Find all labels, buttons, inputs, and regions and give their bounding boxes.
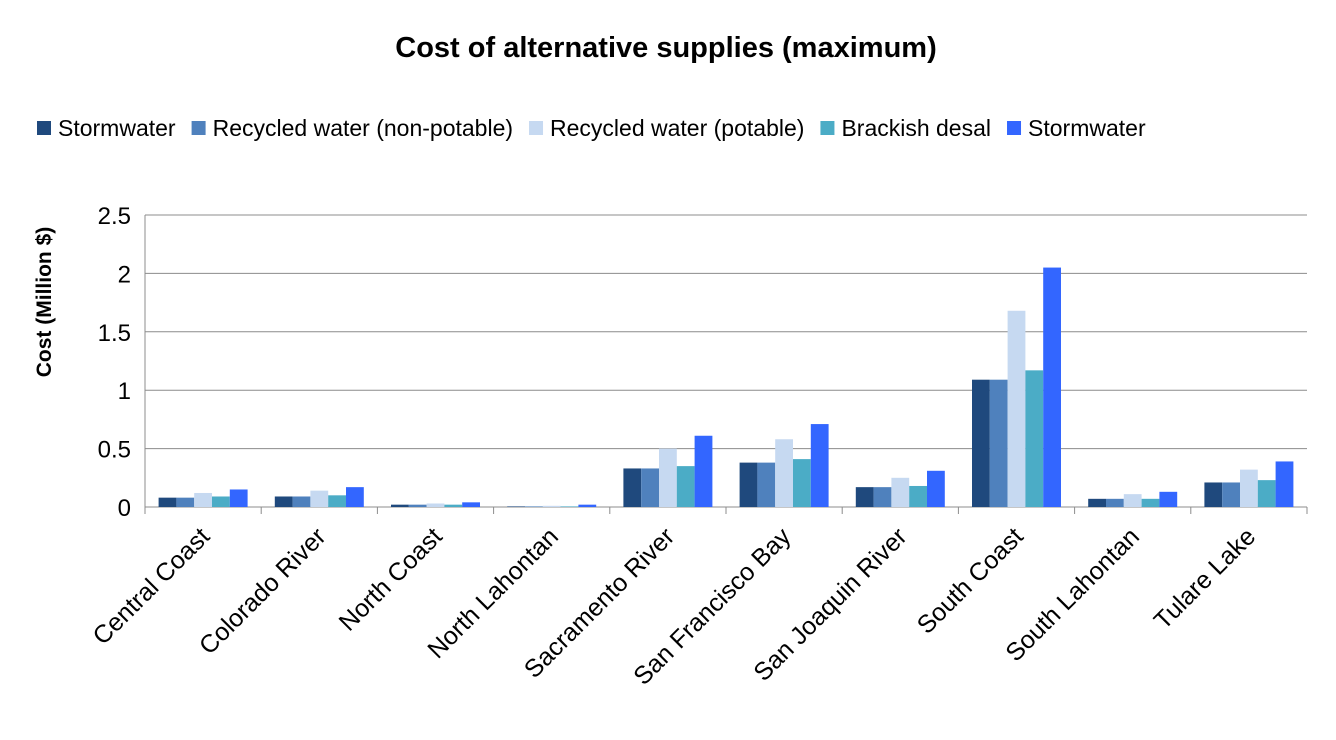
x-category-label: Central Coast — [87, 522, 215, 650]
y-tick-label: 2.5 — [98, 203, 131, 230]
bar-5 — [927, 470, 945, 507]
bar-4 — [1257, 480, 1276, 507]
legend-swatch — [191, 121, 206, 135]
bar-1 — [507, 506, 525, 507]
legend-label: Brackish desal — [841, 115, 991, 141]
legend-label: Stormwater — [58, 115, 176, 141]
x-category-label: North Coast — [334, 522, 448, 636]
bar-2 — [176, 497, 195, 507]
bar-2 — [989, 379, 1008, 507]
bar-1 — [855, 487, 874, 507]
bar-4 — [909, 485, 927, 507]
bar-5 — [346, 487, 364, 507]
bar-1 — [1088, 498, 1106, 507]
bar-1 — [623, 468, 642, 507]
chart-title: Cost of alternative supplies (maximum) — [395, 32, 936, 64]
bar-5 — [462, 502, 480, 507]
bar-4 — [212, 496, 230, 507]
bar-2 — [525, 506, 543, 507]
bar-4 — [1025, 370, 1044, 507]
y-tick-label: 0.5 — [98, 437, 131, 464]
bar-5 — [810, 424, 829, 507]
bar-3 — [1007, 310, 1026, 507]
y-axis-title: Cost (Million $) — [33, 227, 56, 378]
bar-2 — [292, 496, 311, 507]
bar-4 — [560, 506, 579, 507]
bar-5 — [1159, 491, 1178, 507]
gridlines — [144, 214, 1308, 514]
bar-5 — [1275, 461, 1294, 507]
y-tick-label: 0 — [118, 495, 131, 522]
bar-3 — [1240, 469, 1258, 507]
bar-2 — [641, 468, 659, 507]
bar-1 — [274, 496, 293, 507]
bar-3 — [891, 477, 910, 507]
bar-1 — [391, 504, 409, 507]
y-tick-label: 1.5 — [98, 320, 131, 347]
bar-3 — [542, 505, 561, 507]
y-axis-ticks: 0 0.5 1 1.5 2 2.5 — [98, 203, 131, 522]
legend-swatch — [37, 121, 51, 135]
bar-5 — [578, 504, 597, 507]
bar-3 — [659, 448, 677, 507]
bar-1 — [1204, 482, 1223, 507]
bar-3 — [1123, 494, 1142, 507]
bar-2 — [1222, 482, 1240, 507]
bar-2 — [408, 504, 427, 507]
bar-4 — [328, 495, 346, 507]
bar-2 — [1106, 498, 1124, 507]
bar-1 — [158, 497, 177, 507]
bar-3 — [775, 439, 793, 507]
bar-3 — [310, 490, 329, 507]
bar-5 — [229, 489, 248, 507]
legend-label: Recycled water (potable) — [550, 115, 804, 141]
bar-2 — [873, 487, 892, 507]
legend-swatch — [820, 121, 835, 135]
legend-swatch — [1007, 121, 1022, 135]
bar-3 — [194, 492, 212, 507]
legend-swatch — [529, 121, 544, 135]
x-category-label: Colorado River — [194, 522, 332, 660]
bar-5 — [1043, 267, 1061, 507]
y-tick-label: 2 — [118, 261, 131, 288]
x-category-label: South Coast — [912, 522, 1029, 639]
bar-1 — [972, 379, 990, 507]
bar-4 — [676, 466, 695, 507]
x-category-label: Tulare Lake — [1149, 522, 1261, 634]
legend-label: Recycled water (non-potable) — [213, 115, 513, 141]
legend: Stormwater Recycled water (non-potable) Re… — [37, 115, 1146, 141]
bar-3 — [426, 503, 445, 507]
bar-5 — [694, 435, 713, 507]
y-tick-label: 1 — [118, 378, 131, 405]
bar-4 — [444, 504, 463, 507]
bar-4 — [1141, 498, 1160, 507]
bar-2 — [757, 462, 776, 507]
bar-1 — [739, 462, 758, 507]
bar-4 — [793, 459, 811, 507]
legend-label: Stormwater — [1028, 115, 1146, 141]
bars — [158, 267, 1294, 507]
